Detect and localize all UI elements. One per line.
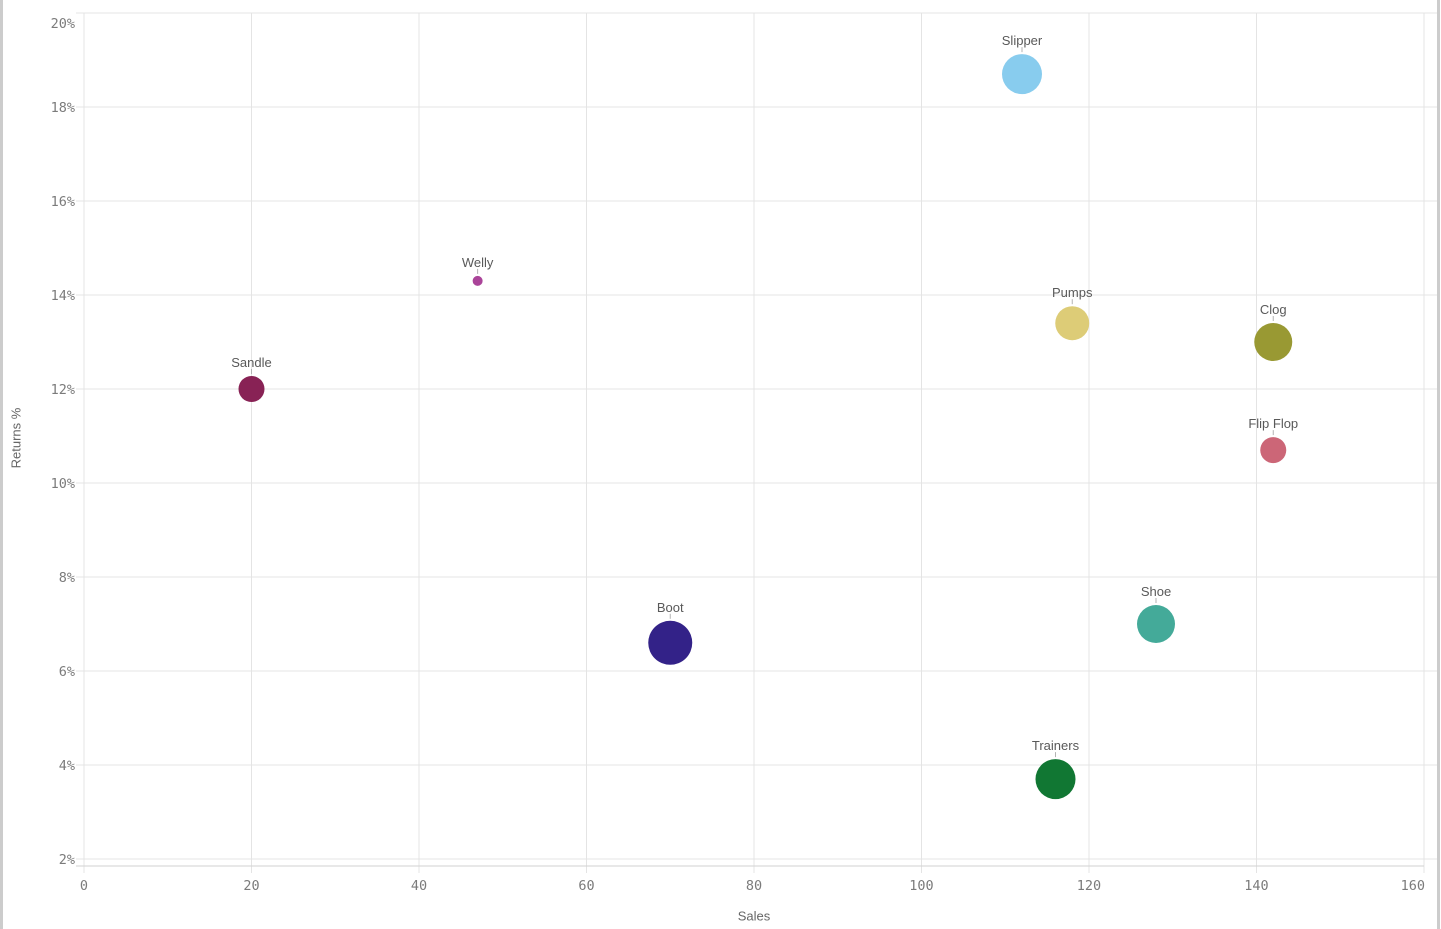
left-edge-border [0, 0, 3, 929]
bubble-label-welly: Welly [462, 255, 494, 270]
y-tick-label-16: 16% [51, 194, 75, 210]
y-tick-label-20: 20% [51, 16, 75, 32]
y-tick-label-12: 12% [51, 382, 75, 398]
bubble-trainers[interactable] [1035, 759, 1076, 800]
bubble-clog[interactable] [1254, 323, 1293, 361]
x-tick-label-160: 160 [1401, 878, 1425, 894]
bubble-label-pumps: Pumps [1052, 285, 1093, 300]
bubble-label-clog: Clog [1260, 302, 1287, 317]
right-edge-border [1437, 0, 1440, 929]
bubble-label-flip-flop: Flip Flop [1248, 416, 1298, 431]
y-tick-label-14: 14% [51, 288, 75, 304]
y-tick-label-4: 4% [59, 758, 75, 774]
bubble-shoe[interactable] [1137, 605, 1175, 643]
x-tick-label-120: 120 [1077, 878, 1101, 894]
x-tick-label-40: 40 [411, 878, 427, 894]
x-tick-label-60: 60 [578, 878, 594, 894]
x-axis-title: Sales [737, 908, 771, 924]
x-tick-label-0: 0 [80, 878, 88, 894]
bubble-label-shoe: Shoe [1141, 584, 1171, 599]
bubble-label-slipper: Slipper [1002, 33, 1043, 48]
x-tick-label-80: 80 [746, 878, 762, 894]
y-axis-title: Returns % [8, 407, 24, 469]
bubble-flip-flop[interactable] [1260, 437, 1287, 464]
y-tick-label-6: 6% [59, 664, 75, 680]
y-tick-label-2: 2% [59, 852, 75, 868]
x-tick-label-100: 100 [909, 878, 933, 894]
x-tick-label-140: 140 [1244, 878, 1268, 894]
bubble-slipper[interactable] [1002, 54, 1042, 95]
x-tick-label-20: 20 [243, 878, 259, 894]
y-tick-label-8: 8% [59, 570, 75, 586]
bubble-welly[interactable] [472, 275, 483, 286]
bubble-label-trainers: Trainers [1032, 738, 1080, 753]
bubble-label-sandle: Sandle [231, 355, 271, 370]
bubble-sandle[interactable] [238, 376, 265, 402]
bubble-pumps[interactable] [1055, 306, 1090, 341]
y-tick-label-10: 10% [51, 476, 75, 492]
bubble-boot[interactable] [648, 620, 693, 665]
y-tick-label-18: 18% [51, 100, 75, 116]
bubble-label-boot: Boot [657, 600, 684, 615]
